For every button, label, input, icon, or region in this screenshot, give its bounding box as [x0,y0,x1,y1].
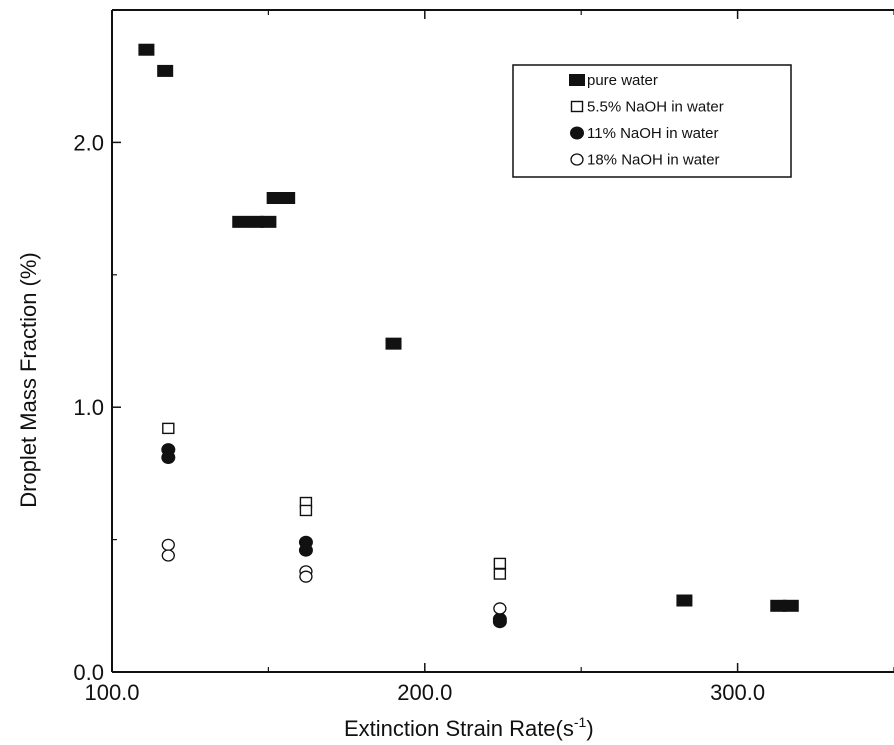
x-tick-label: 100.0 [84,680,139,705]
data-point [161,538,175,552]
data-point [260,215,277,228]
ticks: 100.0 200.0 300.0 0.0 1.0 2.0 [73,9,894,705]
data-point [493,568,507,580]
data-point [232,215,249,228]
x-axis-label: Extinction Strain Rate(s-1) [344,714,594,741]
legend: pure water 5.5% NaOH in water 11% NaOH in … [512,64,792,178]
data-point [157,64,174,77]
legend-label: 5.5% NaOH in water [587,99,724,116]
axes [111,9,894,673]
legend-label: pure water [587,72,658,89]
data-point [298,543,313,557]
data-point [492,615,507,629]
y-axis-label: Droplet Mass Fraction (%) [16,252,41,508]
data-point [138,43,155,56]
series-4 [161,538,507,615]
series-3 [161,443,507,629]
legend-label: 11% NaOH in water [587,125,718,142]
data-point [266,192,283,205]
data-point [299,504,313,517]
x-axis-unit-exponent: -1 [574,714,587,730]
series-2 [162,422,507,580]
legend-marker [570,126,584,140]
legend-marker [570,153,584,166]
data-point [493,557,507,570]
y-tick-label: 1.0 [73,395,104,420]
y-tick-label: 0.0 [73,660,104,685]
data-marks [138,43,799,629]
x-tick-label: 200.0 [397,680,452,705]
data-point [279,192,296,205]
x-axis-label-text: Extinction Strain Rate [344,716,556,741]
x-axis-unit: s [563,716,574,741]
data-point [161,451,176,465]
data-point [161,549,175,562]
data-point [782,599,799,612]
legend-marker [569,74,585,86]
x-tick-label: 300.0 [710,680,765,705]
legend-box [512,64,792,178]
axis-titles: Extinction Strain Rate(s-1) Droplet Mass… [16,252,594,741]
legend-label: 18% NaOH in water [587,152,720,169]
data-point [162,422,175,435]
data-point [385,337,402,350]
data-point [493,602,507,615]
data-point [247,215,264,228]
data-point [299,570,313,583]
legend-marker [570,100,584,113]
series-1 [138,43,799,612]
data-point [770,599,787,612]
data-point [676,594,693,607]
y-tick-label: 2.0 [73,130,104,155]
